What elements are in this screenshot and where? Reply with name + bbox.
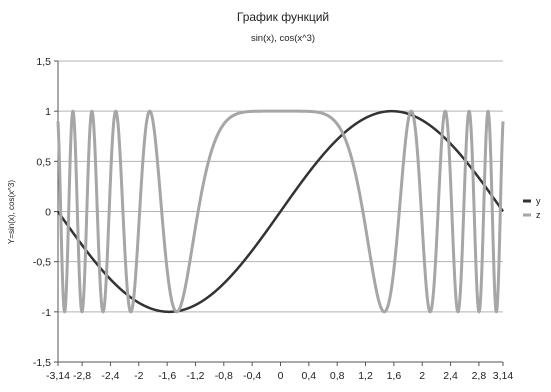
y-tick-label: 1,5 [36, 56, 51, 68]
y-axis-label: Y=sin(x), cos(x^3) [7, 180, 16, 244]
x-tick-label: 1,6 [387, 370, 402, 382]
x-tick-label: 3,14 [493, 370, 514, 382]
y-tick-label: -1 [42, 307, 51, 319]
x-tick-label: -0,4 [243, 370, 261, 382]
y-tick-label: 0 [45, 207, 51, 219]
x-tick-label: 0,4 [302, 370, 317, 382]
y-tick-label: -1,5 [33, 357, 51, 369]
y-tick-label: -0,5 [33, 257, 51, 269]
x-tick-label: -3,14 [46, 370, 70, 382]
x-tick-label: -2,8 [73, 370, 91, 382]
chart-subtitle: sin(x), cos(x^3) [251, 33, 315, 44]
x-tick-label: 0,8 [330, 370, 345, 382]
x-tick-label: -1,2 [186, 370, 204, 382]
x-tick-label: 2 [419, 370, 425, 382]
x-axis-ticks: -3,14 -2,8 -2,4 -2 -1,6 -1,2 -0,8 -0,4 0 0,4 0,8 1,… [46, 362, 513, 382]
chart-title: График функций [237, 10, 329, 24]
x-tick-label: -2 [134, 370, 143, 382]
x-tick-label: 0 [278, 370, 284, 382]
x-tick-label: 2,8 [472, 370, 487, 382]
series-lines [56, 109, 505, 314]
legend: y z [523, 196, 541, 220]
series-line-z [56, 109, 505, 314]
y-tick-label: 1 [45, 106, 51, 118]
x-tick-label: 2,4 [443, 370, 458, 382]
x-tick-label: 1,2 [358, 370, 373, 382]
y-axis-ticks: 1,5 1 0,5 0 -0,5 -1 -1,5 [33, 56, 58, 369]
y-tick-label: 0,5 [36, 156, 51, 168]
x-tick-label: -2,4 [101, 370, 119, 382]
x-tick-label: -0,8 [215, 370, 233, 382]
legend-label-y: y [536, 196, 541, 206]
x-tick-label: -1,6 [158, 370, 176, 382]
legend-label-z: z [536, 210, 541, 220]
